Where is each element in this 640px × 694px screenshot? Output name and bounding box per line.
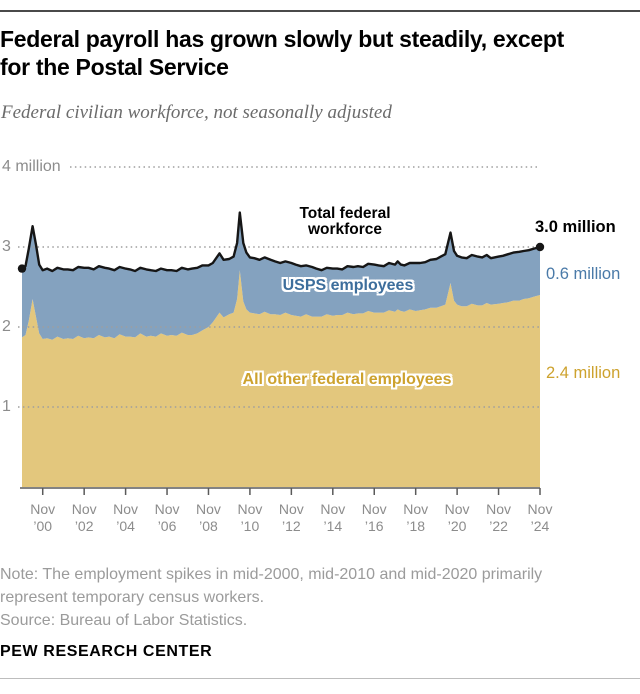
source-text: Source: Bureau of Labor Statistics. xyxy=(0,612,248,629)
y-tick-2: 2 xyxy=(2,318,11,335)
title-line-2: for the Postal Service xyxy=(0,53,229,80)
stacked-area-chart xyxy=(17,166,545,495)
other-end-value: 2.4 million xyxy=(546,364,621,382)
usps-series-label: USPS employees xyxy=(282,277,414,294)
bottom-divider xyxy=(0,678,640,679)
total-label-line2: workforce xyxy=(307,220,383,238)
x-tick-label: Nov ’04 xyxy=(113,501,139,534)
x-tick-label: Nov ’16 xyxy=(361,501,387,534)
x-tick-label: Nov ’02 xyxy=(71,501,97,534)
x-tick-label: Nov ’14 xyxy=(320,501,346,534)
total-workforce-label: Total federal workforce xyxy=(275,206,415,237)
x-tick-label: Nov ’00 xyxy=(30,501,56,534)
total-label-line1: Total federal xyxy=(299,205,391,222)
end-dot xyxy=(535,242,545,252)
top-divider xyxy=(0,10,640,12)
note-text: Note: The employment spikes in mid-2000,… xyxy=(0,566,543,606)
x-tick-label: Nov ’18 xyxy=(403,501,429,534)
x-tick-label: Nov ’22 xyxy=(486,501,511,534)
x-tick-label: Nov ’06 xyxy=(154,501,180,534)
chart-subtitle: Federal civilian workforce, not seasonal… xyxy=(1,102,392,123)
x-tick-label: Nov ’08 xyxy=(196,501,221,534)
other-federal-area xyxy=(22,270,540,487)
title-line-1: Federal payroll has grown slowly but ste… xyxy=(0,26,564,52)
usps-end-value: 0.6 million xyxy=(546,265,621,283)
y-tick-4m: 4 million xyxy=(2,158,61,175)
usps-area xyxy=(22,212,540,340)
x-tick-label: Nov ’24 xyxy=(527,501,553,534)
total-line xyxy=(20,211,542,273)
x-tick-label: Nov ’10 xyxy=(237,501,263,534)
total-end-value: 3.0 million xyxy=(535,218,616,236)
other-federal-series-label: All other federal employees xyxy=(242,371,452,388)
y-tick-3: 3 xyxy=(2,238,11,255)
x-tick-label: Nov ’12 xyxy=(278,501,304,534)
y-tick-1: 1 xyxy=(2,398,11,415)
brand-label: PEW RESEARCH CENTER xyxy=(0,643,213,660)
x-tick-label: Nov ’20 xyxy=(444,501,470,534)
page-title: Federal payroll has grown slowly but ste… xyxy=(0,26,622,81)
start-dot xyxy=(17,264,27,273)
